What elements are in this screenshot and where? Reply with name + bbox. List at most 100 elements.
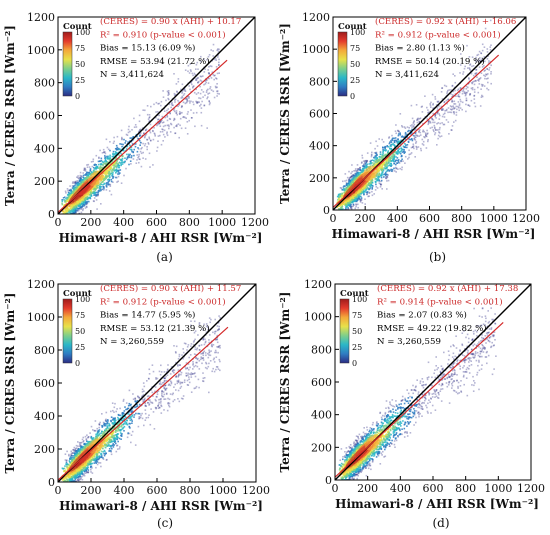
data-point xyxy=(487,48,489,50)
y-tick-label: 200 xyxy=(34,175,55,188)
data-point xyxy=(476,72,478,74)
data-point xyxy=(435,114,437,116)
data-point xyxy=(210,49,212,51)
data-point xyxy=(86,206,88,208)
data-point xyxy=(489,46,491,48)
data-point xyxy=(368,183,370,185)
data-point xyxy=(420,148,422,150)
data-point xyxy=(429,103,431,105)
data-point xyxy=(386,162,388,164)
data-point xyxy=(433,131,435,133)
data-point xyxy=(137,147,139,149)
data-point xyxy=(139,115,141,117)
data-point xyxy=(423,131,425,133)
data-point xyxy=(193,85,195,87)
data-point xyxy=(399,132,401,134)
data-point xyxy=(456,114,458,116)
data-point xyxy=(157,111,159,113)
data-point xyxy=(112,169,114,171)
data-point xyxy=(435,117,437,119)
colorbar-tick-label: 25 xyxy=(75,76,85,85)
data-point xyxy=(166,131,168,133)
data-point xyxy=(92,166,94,168)
data-point xyxy=(350,204,352,206)
data-point xyxy=(438,113,440,115)
data-point xyxy=(89,166,91,168)
data-point xyxy=(61,199,63,201)
data-point xyxy=(94,197,96,199)
data-point xyxy=(115,177,117,179)
data-point xyxy=(144,110,146,112)
data-point xyxy=(167,120,169,122)
data-point xyxy=(476,76,478,78)
data-point xyxy=(422,139,424,141)
data-point xyxy=(109,176,111,178)
data-point xyxy=(376,157,378,159)
data-point xyxy=(88,201,90,203)
data-point xyxy=(191,117,193,119)
data-point xyxy=(452,101,454,103)
data-point xyxy=(62,201,64,203)
data-point xyxy=(413,122,415,124)
data-point xyxy=(474,95,476,97)
data-point xyxy=(365,163,367,165)
data-point xyxy=(135,124,137,126)
data-point xyxy=(83,175,85,177)
data-point xyxy=(131,149,133,151)
data-point xyxy=(425,135,427,137)
data-point xyxy=(128,132,130,134)
data-point xyxy=(359,194,361,196)
data-point xyxy=(357,164,359,166)
y-tick-label: 400 xyxy=(34,142,55,155)
data-point xyxy=(149,153,151,155)
data-point xyxy=(355,168,357,170)
data-point xyxy=(478,92,480,94)
data-point xyxy=(341,193,343,195)
data-point xyxy=(361,155,363,157)
data-point xyxy=(397,168,399,170)
data-point xyxy=(141,166,143,168)
data-point xyxy=(179,125,181,127)
data-point xyxy=(112,165,114,167)
data-point xyxy=(118,148,120,150)
data-point xyxy=(68,196,70,198)
data-point xyxy=(133,118,135,120)
data-point xyxy=(435,132,437,134)
data-point xyxy=(208,78,210,80)
data-point xyxy=(182,91,184,93)
data-point xyxy=(136,159,138,161)
data-point xyxy=(487,58,489,60)
data-point xyxy=(110,166,112,168)
data-point xyxy=(453,121,455,123)
data-point xyxy=(111,194,113,196)
data-point xyxy=(416,148,418,150)
data-point xyxy=(67,188,69,190)
data-point xyxy=(109,141,111,143)
data-point xyxy=(119,172,121,174)
data-point xyxy=(454,90,456,92)
data-point xyxy=(353,170,355,172)
data-point xyxy=(486,88,488,90)
data-point xyxy=(94,164,96,166)
data-point xyxy=(90,170,92,172)
data-point xyxy=(93,159,95,161)
data-point xyxy=(362,202,364,204)
data-point xyxy=(201,107,203,109)
data-point xyxy=(481,53,483,55)
data-point xyxy=(484,78,486,80)
data-point xyxy=(185,69,187,71)
data-point xyxy=(80,183,82,185)
data-point xyxy=(427,139,429,141)
data-point xyxy=(163,126,165,128)
data-point xyxy=(411,139,413,141)
data-point xyxy=(216,91,218,93)
data-point xyxy=(447,91,449,93)
data-point xyxy=(96,185,98,187)
data-point xyxy=(218,49,220,51)
data-point xyxy=(444,102,446,104)
data-point xyxy=(180,118,182,120)
data-point xyxy=(198,81,200,83)
data-point xyxy=(209,54,211,56)
data-point xyxy=(471,73,473,75)
data-point xyxy=(176,110,178,112)
